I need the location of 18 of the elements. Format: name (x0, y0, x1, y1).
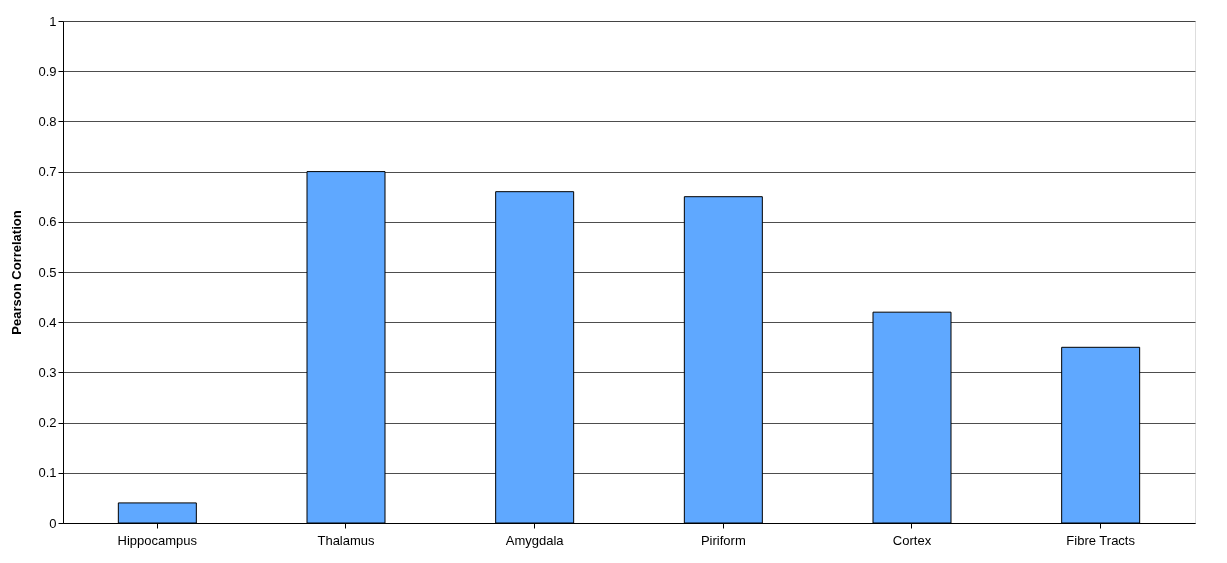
y-tick-label: 0.1 (38, 465, 57, 481)
x-tick-label: Fibre Tracts (1066, 532, 1136, 548)
x-tick-label: Thalamus (317, 532, 376, 548)
y-tick-label: 0.6 (38, 214, 57, 230)
y-tick-label: 0.8 (38, 113, 57, 129)
y-tick-label: 0.2 (38, 415, 57, 431)
x-tick-label: Cortex (892, 532, 932, 548)
y-tick-label: 0.9 (38, 63, 57, 79)
y-tick-label: 0.4 (38, 314, 57, 330)
x-tick-label: Piriform (700, 532, 746, 548)
y-axis-title: Pearson Correlation (9, 210, 25, 335)
y-tick-label: 0 (49, 515, 57, 531)
x-tick-label: Amygdala (505, 532, 565, 548)
y-tick-label: 0.7 (38, 164, 57, 180)
y-tick-label: 0.5 (38, 264, 57, 280)
x-tick-label: Hippocampus (117, 532, 198, 548)
y-tick-label: 0.3 (38, 364, 57, 380)
y-tick-label: 1 (49, 13, 57, 29)
